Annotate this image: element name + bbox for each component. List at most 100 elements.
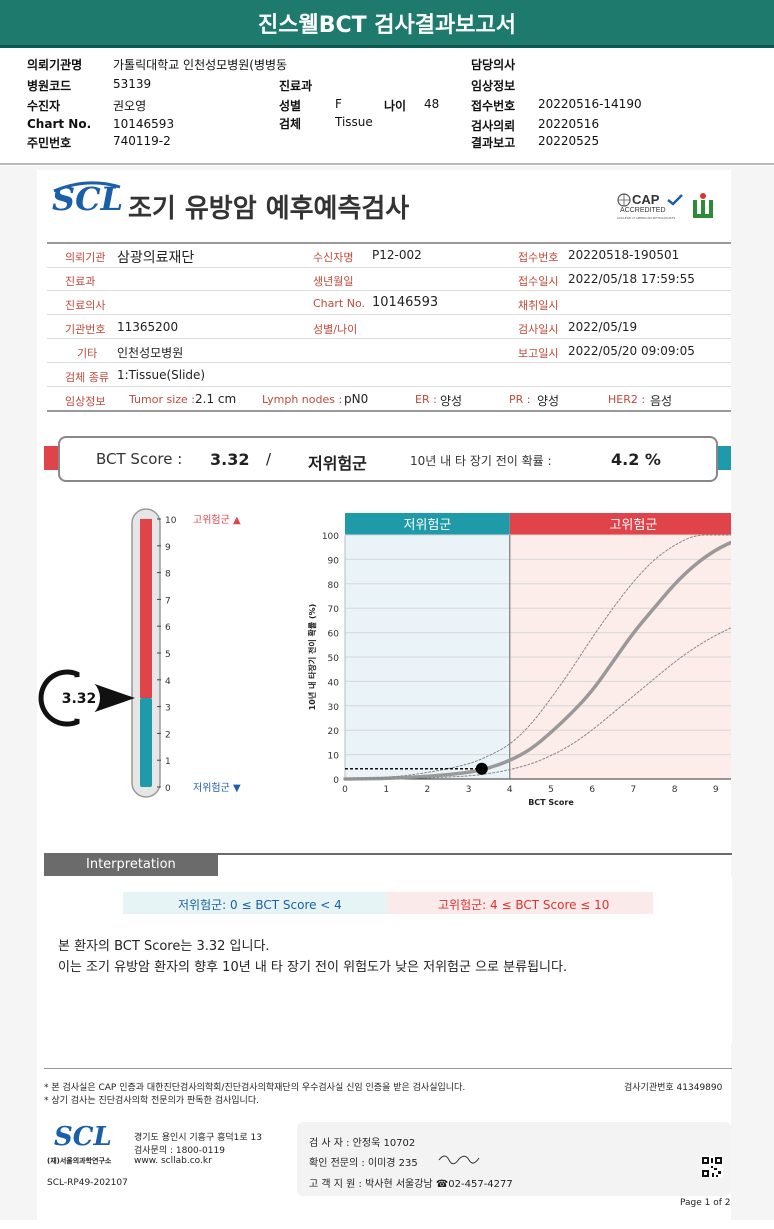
checkmark-icon — [667, 194, 683, 206]
header-key: 접수번호 — [471, 99, 516, 113]
cap-sub: ACCREDITED — [620, 207, 666, 214]
x-tick-label: 2 — [425, 785, 431, 795]
gauge-high-label: 고위험군 ▲ — [193, 513, 241, 526]
cap-label: CAP — [632, 192, 660, 207]
label-pr: PR : — [509, 393, 531, 406]
label-collect: 채취일시 — [518, 299, 559, 312]
x-tick-label: 1 — [383, 785, 389, 795]
y-tick-label: 70 — [328, 605, 340, 615]
table-border — [47, 410, 731, 412]
header-value: 권오영 — [113, 99, 147, 113]
high-risk-rule-band — [387, 892, 653, 914]
header-key: 의뢰기관명 — [27, 58, 83, 72]
x-tick-label: 4 — [507, 785, 513, 795]
certification-mark-icon — [693, 193, 713, 218]
gauge-tick-label: 4 — [165, 677, 171, 687]
high-risk-rule: 고위험군: 4 ≤ BCT Score ≤ 10 — [438, 898, 610, 912]
table-row-line — [47, 362, 731, 363]
form-code: SCL-RP49-202107 — [47, 1178, 128, 1188]
risk-zone-header — [345, 513, 510, 535]
label-sex-age: 성별/나이 — [313, 323, 358, 336]
y-tick-label: 20 — [328, 727, 340, 737]
value-er: 양성 — [440, 394, 463, 408]
interp-rule — [44, 853, 732, 855]
org-phone: 검사문의 : 1800-0119 — [134, 1146, 225, 1156]
value-org-no: 11365200 — [117, 320, 179, 334]
value-chart: 10146593 — [372, 295, 439, 310]
x-tick-label: 7 — [631, 785, 637, 795]
gauge-tick-label: 7 — [165, 596, 171, 606]
value-specimen: 1:Tissue(Slide) — [117, 368, 206, 382]
signature-icon — [438, 1155, 480, 1165]
cap-globe-icon — [617, 193, 631, 207]
gauge-pointer-value: 3.32 — [62, 691, 97, 707]
risk-zone-label: 저위험군 — [403, 518, 451, 533]
patient-score-marker — [475, 762, 488, 775]
value-report-date: 2022/05/20 09:09:05 — [568, 344, 695, 358]
gauge-tick-label: 6 — [165, 623, 171, 633]
label-clinical: 임상정보 — [65, 395, 106, 408]
y-axis-label: 10년 내 타장기 전이 확률 (%) — [307, 604, 317, 711]
x-tick-label: 0 — [342, 785, 348, 795]
y-tick-label: 60 — [328, 630, 340, 640]
x-tick-label: 8 — [672, 785, 678, 795]
header-key: 수진자 — [27, 99, 61, 113]
label-org-no: 기관번호 — [65, 323, 106, 336]
header-value: 53139 — [113, 77, 152, 91]
y-tick-label: 100 — [322, 532, 339, 542]
header-key: 성별 — [279, 99, 302, 113]
specimen-info-table: 의뢰기관 삼광의료재단 수신자명 P12-002 접수번호 20220518-1… — [47, 242, 731, 414]
qr-code-icon — [701, 1156, 723, 1178]
patient-header: 의뢰기관명 가톨릭대학교 인천성모병원(병병동 병원코드 53139 수진자 권… — [0, 52, 774, 158]
y-tick-label: 40 — [328, 678, 340, 688]
score-label: BCT Score : — [96, 450, 183, 468]
footer-rule — [44, 1068, 732, 1069]
y-tick-label: 0 — [333, 776, 339, 786]
label-receipt-date: 접수일시 — [518, 275, 559, 288]
low-risk-rule-band — [123, 892, 387, 914]
gauge-tick-label: 2 — [165, 730, 171, 740]
gauge-tick-label: 9 — [165, 543, 171, 553]
org-website: www. scllab.co.kr — [134, 1156, 212, 1166]
main-risk-curve — [343, 540, 731, 781]
header-key: 임상정보 — [471, 79, 516, 93]
table-row-line — [47, 386, 731, 387]
label-specimen: 검체 종류 — [65, 371, 109, 384]
value-test-date: 2022/05/19 — [568, 320, 638, 334]
y-tick-label: 80 — [328, 581, 340, 591]
footer-scl-logo: SCL — [54, 1122, 112, 1152]
examiner: 검 사 자 : 안정욱 10702 — [309, 1138, 416, 1149]
divider — [0, 163, 774, 165]
x-tick-label: 3 — [466, 785, 472, 795]
risk-gauge: 0 1 2 3 4 5 6 7 8 9 10 고위험군 ▲ 저위험군 ▼ 3.32 — [38, 508, 241, 798]
probability-value: 4.2 % — [611, 450, 661, 469]
header-key: 진료과 — [279, 79, 313, 93]
scl-logo-swoosh — [53, 181, 121, 193]
risk-curve-chart: 저위험군 고위험군 0 10 20 30 40 50 60 70 80 90 100 0 1 2 3 4 5 6 7 8 9… — [307, 513, 731, 807]
header-key: Chart No. — [27, 117, 92, 131]
table-border — [47, 242, 731, 244]
header-value: 48 — [424, 97, 440, 111]
gauge-tick-label: 1 — [165, 757, 171, 767]
value-recipient: P12-002 — [372, 248, 422, 262]
header-value: F — [335, 97, 342, 111]
header-value: 가톨릭대학교 인천성모병원(병병동 — [113, 58, 288, 72]
gauge-tick-label: 8 — [165, 570, 171, 580]
signature-box: 검 사 자 : 안정욱 10702 확인 전문의 : 이미경 235 고 객 지… — [297, 1122, 731, 1196]
footer-note-2: * 상기 검사는 진단검사의학 전문의가 판독한 검사입니다. — [44, 1096, 259, 1106]
cap-badge: CAP ACCREDITED COLLEGE of AMERICAN PATHO… — [617, 192, 685, 222]
table-row-line — [47, 338, 731, 339]
page-number: Page 1 of 2 — [680, 1198, 731, 1208]
gauge-low-label: 저위험군 ▼ — [193, 781, 241, 794]
confirming-doctor: 확인 전문의 : 이미경 235 — [309, 1158, 418, 1169]
y-tick-label: 50 — [328, 654, 340, 664]
footer-note-1: * 본 검사실은 CAP 인증과 대한진단검사의학회/진단검사의학재단의 우수검… — [44, 1083, 466, 1093]
table-row-line — [47, 267, 731, 268]
header-key: 병원코드 — [27, 79, 72, 93]
gauge-tick-label: 5 — [165, 650, 171, 660]
label-report-date: 보고일시 — [518, 347, 559, 360]
value-tumor: 2.1 cm — [195, 392, 237, 406]
gauge-tick-label: 3 — [165, 704, 171, 714]
value-receipt-date: 2022/05/18 17:59:55 — [568, 272, 695, 286]
header-value: Tissue — [335, 115, 373, 129]
